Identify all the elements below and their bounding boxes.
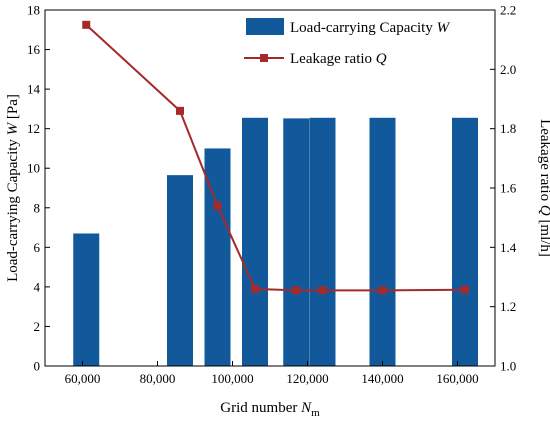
x-axis-title: Grid number Nm: [220, 400, 320, 419]
line-marker: [292, 286, 301, 295]
line-marker: [176, 106, 184, 115]
y-right-tick-label: 1.8: [500, 121, 516, 136]
y-left-tick-label: 6: [34, 240, 41, 255]
y-axis-left-title: Load-carrying Capacity W [Pa]: [5, 94, 21, 282]
x-tick-label: 140,000: [361, 371, 403, 386]
bar: [167, 175, 193, 366]
x-tick-label: 60,000: [65, 371, 101, 386]
line-marker: [251, 284, 259, 293]
legend-line-marker: [260, 54, 268, 62]
x-tick-label: 100,000: [211, 371, 253, 386]
leakage-line: [85, 24, 466, 292]
line-marker: [82, 20, 91, 29]
bar: [242, 117, 268, 367]
legend-line-label: Leakage ratio Q: [290, 51, 387, 67]
bar-series: [73, 117, 478, 367]
y-left-tick-label: 16: [27, 42, 41, 57]
y-right-tick-label: 1.6: [500, 181, 517, 196]
y-right-tick-label: 1.4: [500, 240, 517, 255]
axis-ticks: 60,000 80,000 100,000 120,000 140,000 160,000…: [27, 3, 517, 387]
bar: [309, 117, 336, 367]
bar: [369, 117, 396, 367]
y-left-tick-label: 0: [34, 359, 41, 374]
line-marker: [461, 285, 469, 294]
y-right-tick-label: 1.0: [500, 359, 516, 374]
legend: Load-carrying Capacity W Leakage ratio Q: [244, 18, 451, 67]
bar: [452, 117, 478, 367]
y-left-tick-label: 4: [34, 279, 41, 294]
line-series: [82, 20, 469, 295]
y-left-tick-label: 12: [27, 121, 40, 136]
line-marker: [378, 286, 387, 295]
y-axis-right-title: Leakage ratio Q [ml/h]: [537, 119, 550, 257]
y-left-tick-label: 18: [27, 3, 40, 18]
line-marker: [318, 286, 327, 295]
y-left-tick-label: 10: [27, 161, 40, 176]
x-tick-label: 80,000: [140, 371, 176, 386]
legend-bar-swatch: [246, 18, 284, 35]
y-left-tick-label: 14: [27, 82, 41, 97]
y-left-tick-label: 2: [34, 319, 41, 334]
y-right-tick-label: 2.2: [500, 3, 516, 18]
bar: [73, 233, 100, 366]
legend-bar-label: Load-carrying Capacity W: [290, 20, 451, 36]
y-right-tick-label: 1.2: [500, 299, 516, 314]
plot-frame: [44, 9, 496, 367]
y-right-tick-label: 2.0: [500, 62, 516, 77]
line-marker: [213, 201, 222, 210]
x-tick-label: 120,000: [286, 371, 328, 386]
bar: [283, 118, 310, 366]
x-tick-label: 160,000: [436, 371, 478, 386]
y-left-tick-label: 8: [34, 200, 41, 215]
